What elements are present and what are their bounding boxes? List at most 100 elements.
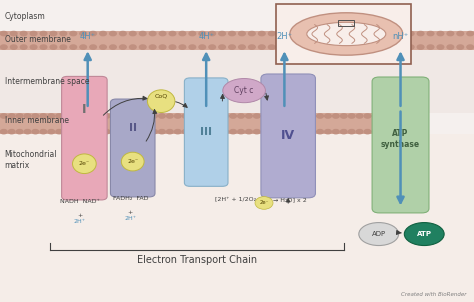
Circle shape [437,31,444,36]
Circle shape [30,45,37,49]
Ellipse shape [223,79,265,103]
Circle shape [166,114,173,118]
Circle shape [364,114,371,118]
Circle shape [229,45,236,49]
Circle shape [127,130,134,134]
Text: ATP: ATP [417,231,432,237]
Circle shape [333,114,339,118]
Circle shape [135,114,142,118]
Circle shape [80,31,86,36]
Text: → H₂O] x 2: → H₂O] x 2 [273,198,306,203]
Circle shape [16,130,23,134]
Circle shape [222,130,228,134]
Circle shape [407,31,414,36]
Text: ADP: ADP [372,231,386,237]
Circle shape [179,45,186,49]
Circle shape [298,45,305,49]
Text: Electron Transport Chain: Electron Transport Chain [137,255,257,265]
Circle shape [417,45,424,49]
Text: +: + [77,213,82,218]
Circle shape [111,114,118,118]
Circle shape [288,31,295,36]
Circle shape [56,114,63,118]
Circle shape [427,31,434,36]
Circle shape [182,114,189,118]
Circle shape [237,114,244,118]
Circle shape [388,31,394,36]
Circle shape [95,130,102,134]
Text: nH⁺: nH⁺ [392,32,409,41]
Circle shape [70,45,77,49]
Circle shape [206,114,213,118]
Circle shape [64,114,70,118]
Circle shape [174,114,181,118]
Circle shape [40,45,47,49]
Circle shape [437,45,444,49]
Circle shape [358,31,365,36]
Circle shape [328,45,335,49]
Text: Created with BioRender: Created with BioRender [401,292,467,297]
Circle shape [277,130,284,134]
Circle shape [174,130,181,134]
Circle shape [9,130,15,134]
Circle shape [238,31,245,36]
Text: ATP
synthase: ATP synthase [381,129,420,149]
Circle shape [143,114,149,118]
Circle shape [293,114,300,118]
Text: 2e⁻: 2e⁻ [127,159,138,164]
Circle shape [40,130,46,134]
Circle shape [30,31,37,36]
Bar [0,31,474,50]
Circle shape [0,45,7,49]
Circle shape [378,45,384,49]
Circle shape [24,130,31,134]
Circle shape [100,45,106,49]
Circle shape [348,31,355,36]
Circle shape [159,31,166,36]
Circle shape [268,45,275,49]
Circle shape [269,130,276,134]
Circle shape [209,45,216,49]
Circle shape [318,45,325,49]
FancyBboxPatch shape [372,77,429,213]
Circle shape [368,45,374,49]
Circle shape [40,114,46,118]
Circle shape [397,45,404,49]
Text: Intermembrane space: Intermembrane space [5,77,89,86]
FancyBboxPatch shape [62,76,107,200]
Text: Cytoplasm: Cytoplasm [5,12,46,21]
Circle shape [20,31,27,36]
Circle shape [70,31,77,36]
Circle shape [10,45,17,49]
Text: 2e⁻: 2e⁻ [79,161,90,166]
Circle shape [149,45,156,49]
Bar [0,113,379,134]
Circle shape [358,45,365,49]
Text: Inner membrane: Inner membrane [5,116,69,125]
Circle shape [338,45,345,49]
Circle shape [109,45,116,49]
Bar [338,20,354,26]
Circle shape [427,45,434,49]
Circle shape [151,114,157,118]
Circle shape [214,114,220,118]
Circle shape [246,114,252,118]
Text: [2H⁺ + 1/2O₂ +: [2H⁺ + 1/2O₂ + [215,196,264,201]
Circle shape [179,31,186,36]
Circle shape [60,45,67,49]
Circle shape [277,114,284,118]
Circle shape [127,114,134,118]
Text: 2e⁻: 2e⁻ [259,201,269,205]
Text: IV: IV [281,129,295,143]
Circle shape [388,45,394,49]
Circle shape [100,31,106,36]
Circle shape [278,31,285,36]
Ellipse shape [73,154,96,174]
Circle shape [119,114,126,118]
Circle shape [159,114,165,118]
Text: FADH₂  FAD: FADH₂ FAD [113,196,148,201]
Circle shape [368,31,374,36]
Circle shape [0,130,7,134]
Circle shape [308,45,315,49]
Circle shape [9,114,15,118]
